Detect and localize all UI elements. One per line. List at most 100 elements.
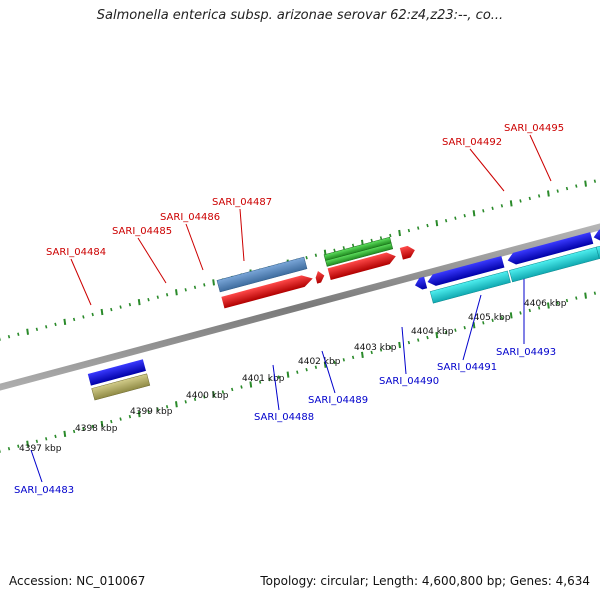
scale-label: 4406 kbp [524, 299, 567, 309]
gene-label[interactable]: SARI_04489 [308, 395, 368, 406]
scale-tick [417, 338, 420, 342]
topology-text: Topology: circular; Length: 4,600,800 bp… [260, 574, 590, 588]
gene-label[interactable]: SARI_04491 [437, 362, 497, 373]
scale-tick [593, 291, 597, 295]
gene-label[interactable]: SARI_04485 [112, 226, 172, 237]
gene-label[interactable]: SARI_04483 [14, 485, 74, 496]
scale-tick [584, 180, 587, 187]
scale-tick [389, 345, 392, 350]
scale-tick [435, 332, 439, 339]
scale-tick [426, 335, 429, 340]
scale-tick [203, 395, 206, 399]
scale-tick [314, 253, 318, 257]
scale-tick [175, 401, 178, 408]
scale-tick [156, 407, 159, 411]
scale-tick [509, 312, 513, 319]
scale-tick [370, 238, 373, 243]
scale-tick [575, 296, 578, 300]
scale-tick [82, 315, 85, 319]
gene-label[interactable]: SARI_04484 [46, 247, 106, 258]
gene-steel-forward[interactable] [216, 256, 308, 293]
scale-tick [407, 228, 411, 233]
scale-tick [417, 226, 420, 230]
gene-label[interactable]: SARI_04492 [442, 137, 502, 148]
gene-label[interactable]: SARI_04490 [379, 376, 439, 387]
gene-arrow-reverse[interactable] [413, 276, 428, 291]
scale-tick [556, 301, 559, 305]
scale-tick [45, 325, 48, 329]
accession-text: Accession: NC_010067 [9, 574, 146, 588]
scale-tick [45, 437, 48, 441]
gene-arrow-forward[interactable] [314, 270, 326, 284]
gene-label[interactable]: SARI_04486 [160, 212, 220, 223]
scale-tick [193, 397, 197, 402]
scale-tick [556, 189, 559, 193]
scale-tick [35, 327, 39, 332]
gene-olive-reverse[interactable] [91, 373, 151, 401]
scale-tick [286, 371, 290, 378]
scale-tick [184, 400, 187, 404]
gene-arrow-forward[interactable] [399, 244, 417, 260]
scale-tick [351, 243, 355, 248]
scale-tick [137, 411, 141, 418]
scale-tick [100, 420, 104, 428]
scale-tick [137, 299, 141, 306]
gene-arrow-forward[interactable] [327, 250, 398, 280]
scale-tick [54, 322, 57, 327]
scale-tick [528, 308, 531, 313]
scale-tick [175, 289, 178, 296]
scale-tick [323, 361, 327, 368]
scale-tick [537, 306, 541, 310]
scale-tick [165, 293, 169, 297]
reverse-tick-track [0, 291, 597, 453]
scale-tick [35, 439, 39, 444]
scale-tick [463, 214, 466, 218]
scale-tick [17, 332, 20, 336]
gene-arrow-forward[interactable] [221, 273, 314, 309]
scale-tick [454, 216, 457, 220]
gene-arrow-reverse[interactable] [506, 232, 594, 266]
scale-label: 4399 kbp [130, 407, 173, 417]
gene-label-leader [321, 350, 336, 394]
gene-label-leader [469, 148, 505, 192]
scale-tick [379, 348, 383, 352]
scale-tick [389, 233, 392, 238]
scale-tick [26, 440, 29, 447]
scale-tick [212, 279, 215, 286]
scale-tick [91, 424, 94, 429]
scale-tick [547, 190, 550, 197]
gene-green-forward[interactable] [323, 236, 394, 267]
scale-tick [547, 302, 550, 309]
genome-backbone [0, 223, 600, 391]
scale-tick [509, 200, 513, 207]
gene-label[interactable]: SARI_04495 [504, 123, 564, 134]
scale-tick [82, 427, 85, 431]
scale-tick [119, 417, 122, 421]
gene-label-leader [137, 237, 167, 284]
scale-tick [128, 302, 132, 307]
scale-label: 4402 kbp [298, 357, 341, 367]
scale-tick [435, 220, 439, 227]
gene-arrow-reverse[interactable] [426, 255, 505, 288]
scale-tick [63, 430, 67, 438]
scale-tick [565, 298, 569, 303]
scale-tick [7, 447, 11, 451]
scale-tick [100, 308, 104, 316]
scale-tick [444, 330, 448, 335]
scale-tick [193, 285, 197, 290]
gene-label[interactable]: SARI_04493 [496, 347, 556, 358]
scale-tick [584, 292, 587, 299]
scale-tick [379, 236, 383, 240]
gene-label[interactable]: SARI_04488 [254, 412, 314, 423]
scale-tick [156, 295, 159, 299]
scale-tick [528, 196, 531, 201]
gene-label[interactable]: SARI_04487 [212, 197, 272, 208]
scale-tick [184, 288, 187, 292]
scale-tick [500, 204, 504, 208]
scale-tick [268, 377, 271, 382]
scale-tick [361, 351, 364, 359]
gene-arrow-reverse[interactable] [87, 359, 146, 386]
scale-tick [342, 246, 345, 250]
gene-cyan-reverse[interactable] [429, 229, 600, 304]
